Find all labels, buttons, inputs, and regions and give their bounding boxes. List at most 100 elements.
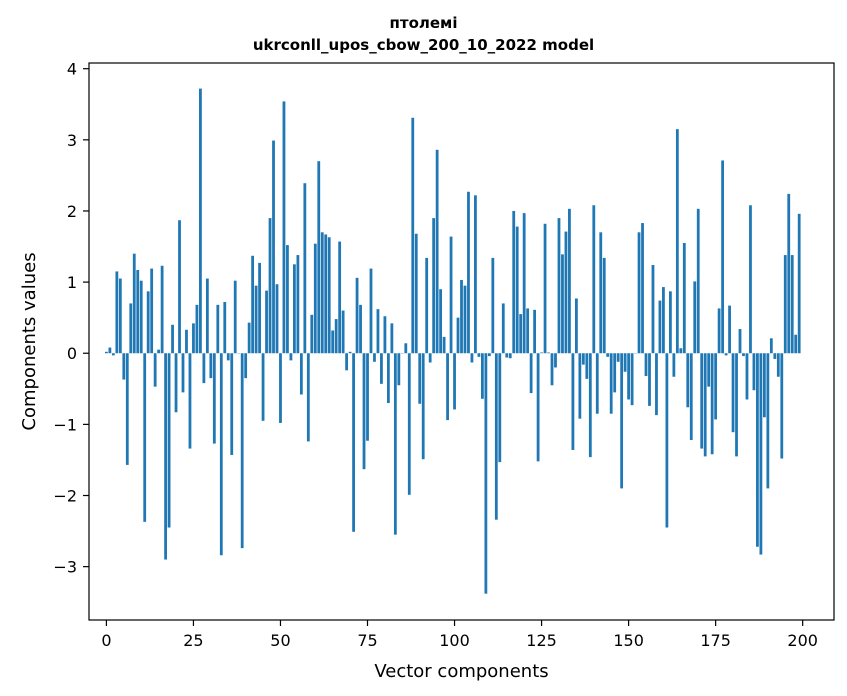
bar-194 — [780, 353, 784, 459]
y-tick-label: −1 — [53, 415, 77, 434]
bar-97 — [442, 336, 446, 354]
bar-176 — [717, 308, 721, 354]
bar-98 — [446, 353, 449, 421]
y-tick-label: 0 — [67, 344, 77, 363]
bar-45 — [261, 353, 265, 421]
bar-159 — [658, 300, 662, 354]
bar-171 — [700, 353, 704, 449]
bar-117 — [512, 210, 516, 354]
bar-59 — [310, 314, 314, 354]
bar-135 — [574, 298, 578, 354]
bar-78 — [376, 309, 380, 354]
bar-154 — [641, 223, 644, 354]
bar-53 — [289, 353, 293, 361]
bar-40 — [244, 353, 248, 379]
bar-44 — [258, 262, 261, 354]
bar-179 — [728, 305, 731, 354]
x-tick-label: 0 — [101, 631, 111, 650]
bar-55 — [296, 255, 300, 354]
bar-62 — [320, 232, 324, 354]
bar-192 — [773, 353, 777, 359]
bar-190 — [766, 353, 770, 489]
bar-106 — [474, 195, 477, 354]
bar-33 — [219, 353, 223, 556]
bar-4 — [118, 278, 122, 354]
bar-20 — [174, 353, 178, 413]
bar-63 — [324, 234, 328, 354]
bar-82 — [390, 323, 394, 354]
bar-84 — [397, 353, 401, 386]
axes-frame — [88, 62, 835, 621]
bar-175 — [714, 353, 718, 420]
bar-49 — [275, 284, 279, 354]
bar-92 — [425, 257, 429, 354]
bar-162 — [668, 291, 672, 354]
bar-89 — [414, 233, 418, 354]
bar-199 — [797, 213, 801, 354]
bar-121 — [526, 308, 530, 354]
bar-51 — [282, 101, 286, 354]
bar-182 — [738, 329, 742, 354]
bar-164 — [675, 129, 679, 354]
bar-50 — [279, 353, 282, 423]
bar-7 — [129, 303, 133, 354]
bar-169 — [693, 281, 697, 354]
x-tick-label: 200 — [787, 631, 818, 650]
bar-70 — [348, 351, 352, 354]
bar-11 — [143, 353, 147, 522]
bar-48 — [272, 140, 275, 354]
bar-8 — [132, 253, 136, 354]
bar-131 — [561, 254, 564, 354]
bar-105 — [470, 353, 474, 363]
chart-title-line-2: ukrconll_upos_cbow_200_10_2022 model — [252, 36, 595, 54]
bar-156 — [648, 353, 651, 406]
bar-13 — [150, 268, 154, 354]
bar-30 — [209, 353, 213, 379]
bar-167 — [686, 353, 690, 408]
bar-14 — [153, 353, 157, 387]
bar-115 — [505, 353, 509, 358]
x-tick-label: 25 — [183, 631, 203, 650]
bar-127 — [547, 352, 550, 354]
bar-161 — [665, 353, 669, 528]
bar-160 — [662, 287, 665, 354]
bar-198 — [794, 334, 798, 354]
bar-91 — [421, 353, 425, 460]
bar-83 — [393, 353, 397, 535]
bar-34 — [223, 302, 227, 354]
bar-166 — [682, 242, 686, 354]
bar-114 — [501, 303, 505, 354]
bar-134 — [571, 353, 575, 450]
bar-72 — [355, 277, 359, 354]
bar-54 — [293, 264, 296, 354]
bar-24 — [188, 353, 192, 449]
bar-90 — [418, 353, 422, 404]
bar-107 — [477, 353, 481, 357]
bar-79 — [380, 353, 383, 384]
bar-197 — [790, 255, 794, 354]
bar-168 — [689, 353, 693, 441]
bar-185 — [749, 205, 752, 354]
bar-119 — [519, 314, 523, 354]
bar-73 — [359, 304, 362, 354]
bar-22 — [181, 353, 185, 393]
bar-144 — [606, 353, 610, 357]
bar-147 — [616, 353, 620, 362]
bar-31 — [212, 353, 216, 444]
bar-37 — [233, 280, 237, 354]
bar-122 — [529, 353, 533, 394]
bar-184 — [745, 353, 749, 400]
bar-47 — [268, 218, 272, 354]
x-tick-label: 100 — [439, 631, 470, 650]
bar-102 — [460, 279, 463, 354]
bar-123 — [533, 309, 536, 354]
y-tick-label: 1 — [67, 273, 77, 292]
bar-28 — [202, 353, 206, 384]
bar-124 — [536, 353, 540, 462]
bar-12 — [146, 291, 150, 354]
bar-157 — [651, 265, 655, 354]
bar-108 — [481, 353, 484, 399]
bar-35 — [226, 353, 230, 361]
y-tick-label: −2 — [53, 487, 77, 506]
bar-95 — [435, 149, 439, 354]
